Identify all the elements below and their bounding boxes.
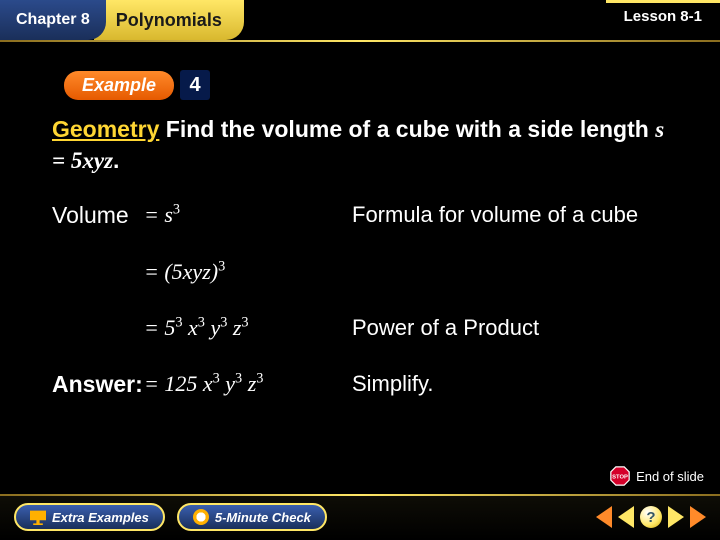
prompt-period: . bbox=[113, 147, 119, 173]
answer-label: Answer: bbox=[52, 369, 144, 400]
five-minute-check-button[interactable]: 5-Minute Check bbox=[177, 503, 327, 531]
step-row: = 53 x3 y3 z3 Power of a Product bbox=[52, 313, 668, 343]
content-area: Geometry Find the volume of a cube with … bbox=[0, 114, 720, 400]
computer-icon bbox=[30, 509, 46, 525]
end-of-slide: STOP End of slide bbox=[610, 466, 704, 486]
next-icon[interactable] bbox=[668, 506, 684, 528]
topic-tab: Polynomials bbox=[94, 0, 244, 40]
header-divider bbox=[0, 40, 720, 42]
math-expr: = 53 x3 y3 z3 bbox=[144, 313, 249, 343]
row-explain: Power of a Product bbox=[352, 313, 539, 343]
row-label: Volume bbox=[52, 200, 144, 231]
step-row: = (5xyz)3 bbox=[52, 257, 668, 287]
row-explain: Simplify. bbox=[352, 369, 434, 399]
end-of-slide-text: End of slide bbox=[636, 469, 704, 484]
example-number: 4 bbox=[180, 70, 210, 100]
math-expr: = s3 bbox=[144, 200, 180, 231]
stop-icon: STOP bbox=[610, 466, 630, 486]
problem-prompt: Geometry Find the volume of a cube with … bbox=[52, 114, 668, 176]
help-icon[interactable]: ? bbox=[640, 506, 662, 528]
extra-examples-button[interactable]: Extra Examples bbox=[14, 503, 165, 531]
next-fast-icon[interactable] bbox=[690, 506, 706, 528]
math-expr: = (5xyz)3 bbox=[144, 257, 225, 287]
prev-icon[interactable] bbox=[618, 506, 634, 528]
step-row: Answer: = 125 x3 y3 z3 Simplify. bbox=[52, 369, 668, 400]
prompt-text: Find the volume of a cube with a side le… bbox=[159, 116, 648, 142]
row-label bbox=[52, 257, 144, 287]
example-badge: Example 4 bbox=[64, 70, 210, 100]
example-pill: Example bbox=[64, 71, 174, 100]
bottom-bar: Extra Examples 5-Minute Check ? bbox=[0, 494, 720, 540]
nav-controls: ? bbox=[596, 506, 706, 528]
math-expr: = 125 x3 y3 z3 bbox=[144, 369, 263, 400]
prev-fast-icon[interactable] bbox=[596, 506, 612, 528]
row-label bbox=[52, 313, 144, 343]
chapter-badge: Chapter 8 bbox=[0, 0, 106, 40]
step-row: Volume = s3 Formula for volume of a cube bbox=[52, 200, 668, 231]
keyword: Geometry bbox=[52, 116, 159, 142]
clock-icon bbox=[193, 509, 209, 525]
header-bar: Chapter 8 Polynomials Lesson 8-1 bbox=[0, 0, 720, 40]
extra-examples-label: Extra Examples bbox=[52, 510, 149, 525]
row-explain: Formula for volume of a cube bbox=[352, 200, 638, 230]
svg-text:STOP: STOP bbox=[612, 475, 628, 481]
five-minute-check-label: 5-Minute Check bbox=[215, 510, 311, 525]
lesson-label: Lesson 8-1 bbox=[606, 0, 720, 40]
